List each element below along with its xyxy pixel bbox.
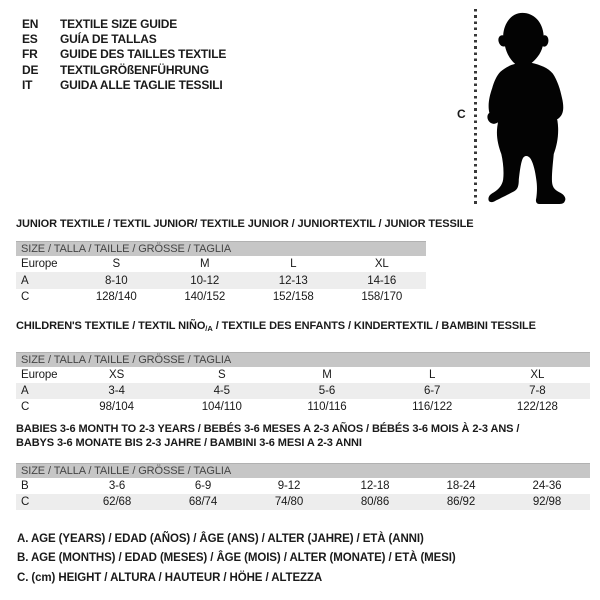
cell: 10-12 xyxy=(190,274,220,287)
size-header-label: SIZE / TALLA / TAILLE / GRÖSSE / TAGLIA xyxy=(21,243,232,255)
language-code: FR xyxy=(22,47,38,62)
cell: 9-12 xyxy=(277,479,301,492)
babies-table-title: BABIES 3-6 MONTH TO 2-3 YEARS / BEBÉS 3-… xyxy=(16,423,590,450)
cell: M xyxy=(200,258,210,271)
table-row-age: A 8-10 10-12 12-13 14-16 xyxy=(16,272,426,289)
cell: 24-36 xyxy=(532,479,562,492)
cell: 158/170 xyxy=(361,290,403,303)
language-row-en: EN TEXTILE SIZE GUIDE xyxy=(22,16,226,31)
childrens-textile-table: CHILDREN'S TEXTILE / TEXTIL NIÑO/A / TEX… xyxy=(16,320,590,416)
cell: 5-6 xyxy=(318,385,336,398)
cell: 98/104 xyxy=(99,401,134,414)
cell: 92/98 xyxy=(532,496,562,509)
footnote-a: A. AGE (YEARS) / EDAD (AÑOS) / ÂGE (ANS)… xyxy=(17,533,424,545)
row-label: C xyxy=(21,290,30,303)
cell: 62/68 xyxy=(102,496,132,509)
cell: L xyxy=(429,368,436,381)
table-row-height: C 98/104 104/110 110/116 116/122 122/128 xyxy=(16,399,590,415)
cell: XL xyxy=(530,368,545,381)
row-label: A xyxy=(21,274,29,287)
cell: 18-24 xyxy=(446,479,476,492)
footnote-c: C. (cm) HEIGHT / ALTURA / HAUTEUR / HÖHE… xyxy=(17,571,323,584)
cell: 14-16 xyxy=(367,274,397,287)
childrens-table-title: CHILDREN'S TEXTILE / TEXTIL NIÑO/A / TEX… xyxy=(16,320,590,333)
cell: 80/86 xyxy=(360,496,390,509)
height-measure-label: C xyxy=(457,107,466,121)
table-title-subscript: /A xyxy=(205,324,213,333)
table-row-height: C 128/140 140/152 152/158 158/170 xyxy=(16,289,426,305)
cell: S xyxy=(112,258,121,271)
cell: M xyxy=(322,368,332,381)
size-header-label: SIZE / TALLA / TAILLE / GRÖSSE / TAGLIA xyxy=(21,353,232,366)
cell: 7-8 xyxy=(529,385,546,398)
cell: L xyxy=(290,258,297,271)
guide-title-de: TEXTILGRÖßENFÜHRUNG xyxy=(60,62,209,77)
language-row-de: DE TEXTILGRÖßENFÜHRUNG xyxy=(22,62,226,77)
size-header-label: SIZE / TALLA / TAILLE / GRÖSSE / TAGLIA xyxy=(21,464,232,477)
cell: 152/158 xyxy=(272,290,314,303)
size-header-bar: SIZE / TALLA / TAILLE / GRÖSSE / TAGLIA xyxy=(16,241,426,256)
cell: 128/140 xyxy=(95,290,137,303)
table-title-line1: BABIES 3-6 MONTH TO 2-3 YEARS / BEBÉS 3-… xyxy=(16,423,520,435)
language-row-es: ES GUÍA DE TALLAS xyxy=(22,31,226,46)
row-label: Europe xyxy=(21,258,58,271)
junior-textile-table: JUNIOR TEXTILE / TEXTIL JUNIOR/ TEXTILE … xyxy=(16,218,474,305)
cell: 86/92 xyxy=(446,496,476,509)
cell: 6-9 xyxy=(194,479,212,492)
size-header-bar: SIZE / TALLA / TAILLE / GRÖSSE / TAGLIA xyxy=(16,351,590,367)
footnote-legend: A. AGE (YEARS) / EDAD (AÑOS) / ÂGE (ANS)… xyxy=(17,530,456,588)
table-title-part: / TEXTILE DES ENFANTS / KINDERTEXTIL / B… xyxy=(212,320,536,332)
cell: S xyxy=(217,368,226,381)
language-code: ES xyxy=(22,32,38,47)
row-label: C xyxy=(21,401,30,414)
cell: 6-7 xyxy=(423,385,441,398)
language-code: IT xyxy=(22,78,33,93)
guide-title-fr: GUIDE DES TAILLES TEXTILE xyxy=(60,47,227,62)
cell: XS xyxy=(109,368,125,381)
size-header-bar: SIZE / TALLA / TAILLE / GRÖSSE / TAGLIA xyxy=(16,462,590,478)
cell: 8-10 xyxy=(104,274,128,287)
guide-title-es: GUÍA DE TALLAS xyxy=(60,32,157,47)
cell: 12-13 xyxy=(278,274,308,287)
height-dotted-line xyxy=(474,9,477,207)
junior-table-title: JUNIOR TEXTILE / TEXTIL JUNIOR/ TEXTILE … xyxy=(16,218,474,230)
toddler-silhouette-icon xyxy=(487,12,566,205)
row-label: Europe xyxy=(21,368,58,381)
row-label: C xyxy=(21,496,30,509)
table-title-line2: BABYS 3-6 MONATE BIS 2-3 JAHRE / BAMBINI… xyxy=(16,436,362,449)
cell: 3-6 xyxy=(108,479,126,492)
cell: 74/80 xyxy=(274,496,304,509)
row-label: A xyxy=(21,385,29,398)
cell: 110/116 xyxy=(307,401,347,414)
guide-title-it: GUIDA ALLE TAGLIE TESSILI xyxy=(60,78,223,93)
cell: 140/152 xyxy=(184,290,226,303)
table-row-age: A 3-4 4-5 5-6 6-7 7-8 xyxy=(16,382,590,400)
guide-title-en: TEXTILE SIZE GUIDE xyxy=(60,16,178,31)
footnote-b: B. AGE (MONTHS) / EDAD (MESES) / ÂGE (MO… xyxy=(17,552,456,565)
cell: 116/122 xyxy=(412,401,453,414)
table-row-height: C 62/68 68/74 74/80 80/86 86/92 92/98 xyxy=(16,494,590,511)
table-row-europe: Europe XS S M L XL xyxy=(16,367,590,383)
table-title-part: CHILDREN'S TEXTILE / TEXTIL NIÑO xyxy=(16,320,206,332)
language-code: EN xyxy=(22,16,39,31)
cell: 4-5 xyxy=(213,385,230,398)
language-row-it: IT GUIDA ALLE TAGLIE TESSILI xyxy=(22,78,226,93)
language-code: DE xyxy=(22,62,39,77)
babies-textile-table: BABIES 3-6 MONTH TO 2-3 YEARS / BEBÉS 3-… xyxy=(16,423,590,511)
cell: 3-4 xyxy=(108,385,125,398)
language-row-fr: FR GUIDE DES TAILLES TEXTILE xyxy=(22,47,226,62)
language-title-list: EN TEXTILE SIZE GUIDE ES GUÍA DE TALLAS … xyxy=(22,16,226,93)
cell: 68/74 xyxy=(188,496,218,509)
table-row-europe: Europe S M L XL xyxy=(16,256,426,272)
cell: 122/128 xyxy=(516,401,558,414)
cell: XL xyxy=(374,258,389,271)
table-row-age-months: B 3-6 6-9 9-12 12-18 18-24 24-36 xyxy=(16,478,590,494)
row-label: B xyxy=(21,479,29,492)
cell: 12-18 xyxy=(360,479,390,492)
cell: 104/110 xyxy=(201,401,242,414)
